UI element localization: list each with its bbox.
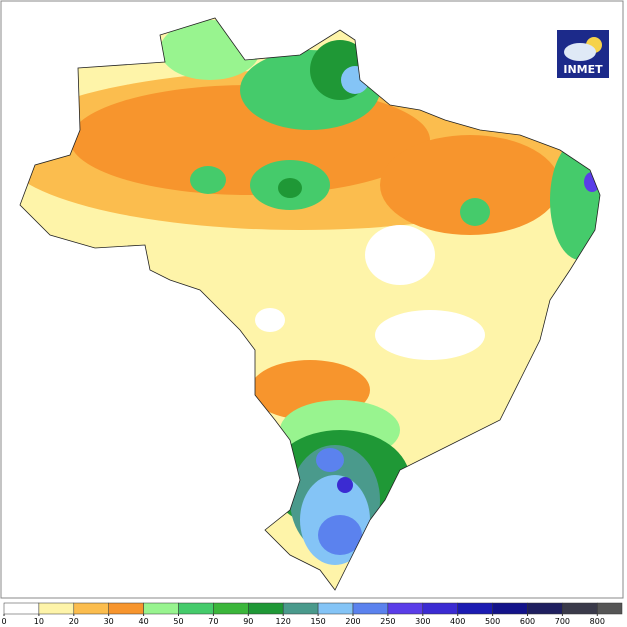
legend-tick-label: 50 — [173, 617, 183, 626]
legend-cell — [422, 602, 458, 615]
legend-tick-label: 800 — [590, 617, 605, 626]
legend-tick-label: 700 — [555, 617, 570, 626]
legend-cell — [282, 602, 319, 615]
legend-cell — [38, 602, 75, 615]
logo-text: INMET — [563, 63, 603, 76]
legend-cell — [562, 602, 598, 615]
legend-cell — [108, 602, 144, 615]
legend-cell — [143, 602, 179, 615]
legend-tick-label: 300 — [415, 617, 430, 626]
legend-tick-label: 70 — [208, 617, 218, 626]
legend-cell — [248, 602, 284, 615]
legend-tick-label: 10 — [34, 617, 44, 626]
legend-cell — [317, 602, 354, 615]
legend-tick-label: 600 — [520, 617, 535, 626]
map-frame — [0, 0, 624, 599]
legend-tick-label: 0 — [1, 617, 6, 626]
inmet-logo: INMET — [557, 30, 609, 78]
legend-tick-label: 500 — [485, 617, 500, 626]
legend-cell — [387, 602, 424, 615]
legend-cell — [352, 602, 389, 615]
legend: 0 10 20 30 40 50 70 90 120 150 200 250 300 400 500 600 7… — [1, 602, 623, 626]
legend-tick-label: 150 — [310, 617, 325, 626]
legend-tick-label: 90 — [243, 617, 253, 626]
legend-tick-label: 40 — [139, 617, 149, 626]
legend-cell — [527, 602, 563, 615]
legend-tick-label: 30 — [104, 617, 114, 626]
legend-cell — [213, 602, 249, 615]
precipitation-field — [20, 18, 600, 590]
legend-cell — [178, 602, 214, 615]
legend-cell — [492, 602, 528, 615]
legend-tick-label: 120 — [276, 617, 291, 626]
legend-cell — [597, 602, 623, 615]
legend-tick-label: 20 — [69, 617, 79, 626]
legend-cell — [457, 602, 493, 615]
legend-tick-label: 250 — [380, 617, 395, 626]
legend-tick-label: 400 — [450, 617, 465, 626]
legend-cell — [3, 602, 40, 615]
legend-cell — [73, 602, 109, 615]
legend-tick-label: 200 — [345, 617, 360, 626]
